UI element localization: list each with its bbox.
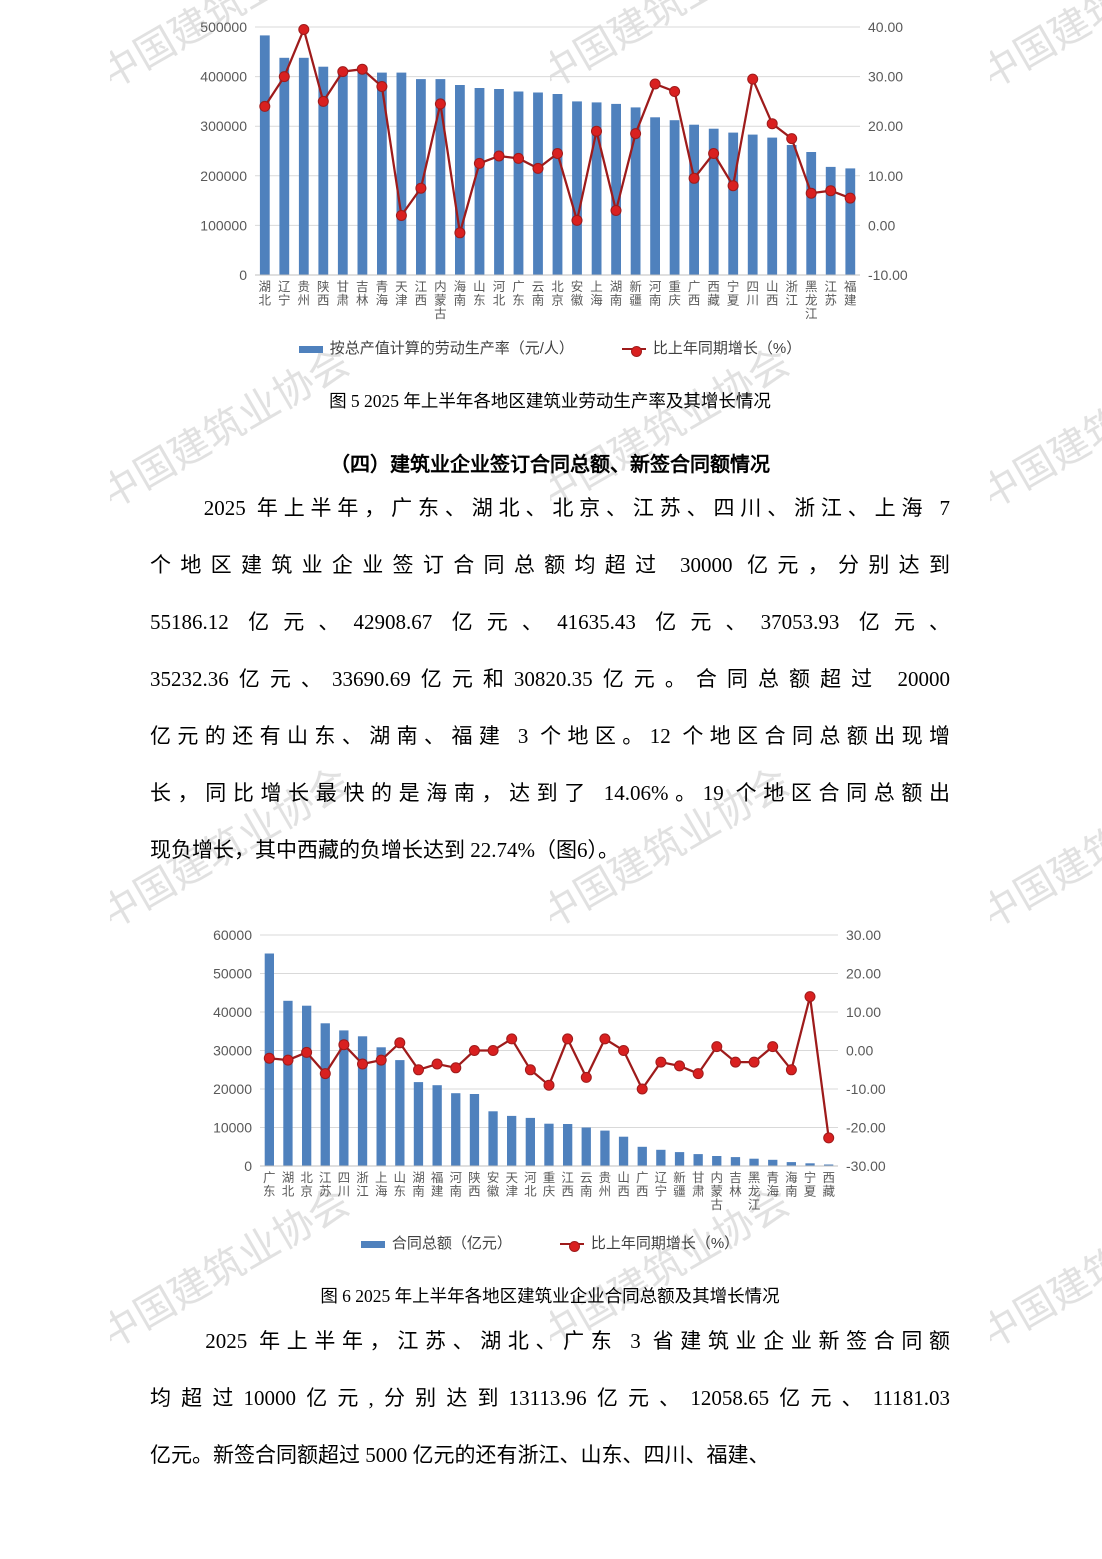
svg-text:甘肃: 甘肃 (337, 280, 350, 308)
svg-text:10.00: 10.00 (846, 1004, 881, 1020)
svg-text:40.00: 40.00 (868, 19, 903, 35)
svg-text:上海: 上海 (590, 280, 603, 308)
svg-text:新疆: 新疆 (629, 279, 642, 308)
svg-text:辽宁: 辽宁 (278, 280, 291, 308)
svg-text:广东: 广东 (512, 280, 525, 308)
svg-text:500000: 500000 (200, 19, 247, 35)
svg-text:内蒙古: 内蒙古 (434, 280, 447, 321)
svg-text:10000: 10000 (213, 1120, 252, 1136)
svg-text:50000: 50000 (213, 966, 252, 982)
svg-text:山东: 山东 (473, 280, 486, 308)
svg-text:吉林: 吉林 (356, 280, 369, 308)
svg-text:甘肃: 甘肃 (692, 1171, 705, 1199)
svg-text:-10.00: -10.00 (868, 267, 908, 283)
svg-text:天津: 天津 (395, 280, 408, 308)
svg-text:山东: 山东 (394, 1171, 407, 1199)
svg-text:河南: 河南 (649, 280, 662, 308)
svg-text:江苏: 江苏 (319, 1171, 332, 1199)
svg-text:北京: 北京 (551, 280, 564, 308)
svg-text:安徽: 安徽 (571, 279, 584, 308)
svg-text:内蒙古: 内蒙古 (711, 1171, 724, 1212)
svg-text:西藏: 西藏 (822, 1171, 835, 1199)
svg-text:60000: 60000 (213, 927, 252, 943)
svg-text:四川: 四川 (338, 1171, 351, 1199)
svg-text:30.00: 30.00 (868, 69, 903, 85)
svg-text:400000: 400000 (200, 69, 247, 85)
svg-text:陕西: 陕西 (317, 279, 330, 308)
svg-text:广西: 广西 (636, 1171, 649, 1199)
svg-text:江苏: 江苏 (824, 280, 837, 308)
svg-text:新疆: 新疆 (673, 1170, 686, 1199)
svg-text:上海: 上海 (375, 1171, 388, 1199)
svg-text:辽宁: 辽宁 (655, 1171, 668, 1199)
svg-text:40000: 40000 (213, 1004, 252, 1020)
svg-text:海南: 海南 (454, 279, 467, 308)
svg-text:西藏: 西藏 (707, 280, 720, 308)
svg-text:云南: 云南 (580, 1171, 593, 1199)
svg-text:300000: 300000 (200, 118, 247, 134)
svg-text:北京: 北京 (300, 1171, 313, 1199)
svg-text:浙江: 浙江 (356, 1170, 369, 1199)
svg-text:天津: 天津 (505, 1171, 518, 1199)
svg-text:宁夏: 宁夏 (804, 1170, 817, 1199)
svg-text:河南: 河南 (450, 1171, 463, 1199)
svg-text:河北: 河北 (524, 1171, 537, 1199)
svg-text:湖南: 湖南 (610, 279, 623, 308)
svg-text:浙江: 浙江 (785, 279, 798, 308)
svg-text:江西: 江西 (561, 1171, 574, 1199)
svg-text:海南: 海南 (785, 1170, 798, 1199)
svg-text:湖南: 湖南 (412, 1170, 425, 1199)
svg-text:贵州: 贵州 (599, 1171, 612, 1199)
svg-text:四川: 四川 (746, 280, 759, 308)
svg-text:重庆: 重庆 (668, 279, 681, 308)
svg-text:河北: 河北 (493, 280, 506, 308)
svg-text:黑龙江: 黑龙江 (748, 1171, 761, 1212)
svg-text:陕西: 陕西 (468, 1170, 481, 1199)
svg-text:10.00: 10.00 (868, 168, 903, 184)
svg-text:安徽: 安徽 (487, 1170, 500, 1199)
svg-text:20.00: 20.00 (846, 966, 881, 982)
svg-text:广西: 广西 (688, 280, 701, 308)
svg-text:云南: 云南 (532, 280, 545, 308)
svg-text:30.00: 30.00 (846, 927, 881, 943)
svg-text:湖北: 湖北 (282, 1170, 295, 1199)
svg-text:湖北: 湖北 (259, 279, 272, 308)
svg-text:山西: 山西 (766, 280, 779, 308)
svg-text:吉林: 吉林 (729, 1171, 742, 1199)
svg-text:福建: 福建 (431, 1170, 444, 1199)
svg-text:青海: 青海 (766, 1171, 779, 1199)
svg-text:广东: 广东 (263, 1171, 276, 1199)
svg-text:-30.00: -30.00 (846, 1158, 886, 1174)
svg-text:江西: 江西 (415, 280, 428, 308)
svg-text:100000: 100000 (200, 217, 247, 233)
svg-text:200000: 200000 (200, 168, 247, 184)
svg-text:-10.00: -10.00 (846, 1081, 886, 1097)
svg-text:0.00: 0.00 (868, 217, 895, 233)
svg-text:青海: 青海 (376, 280, 389, 308)
svg-text:黑龙江: 黑龙江 (805, 280, 818, 321)
svg-text:-20.00: -20.00 (846, 1120, 886, 1136)
svg-text:0: 0 (239, 267, 247, 283)
svg-text:0.00: 0.00 (846, 1043, 873, 1059)
svg-text:宁夏: 宁夏 (727, 279, 740, 308)
svg-text:20.00: 20.00 (868, 118, 903, 134)
svg-text:0: 0 (244, 1158, 252, 1174)
svg-text:贵州: 贵州 (298, 280, 311, 308)
svg-text:30000: 30000 (213, 1043, 252, 1059)
svg-text:福建: 福建 (844, 279, 857, 308)
svg-text:山西: 山西 (617, 1171, 630, 1199)
svg-text:20000: 20000 (213, 1081, 252, 1097)
svg-text:重庆: 重庆 (543, 1170, 556, 1199)
